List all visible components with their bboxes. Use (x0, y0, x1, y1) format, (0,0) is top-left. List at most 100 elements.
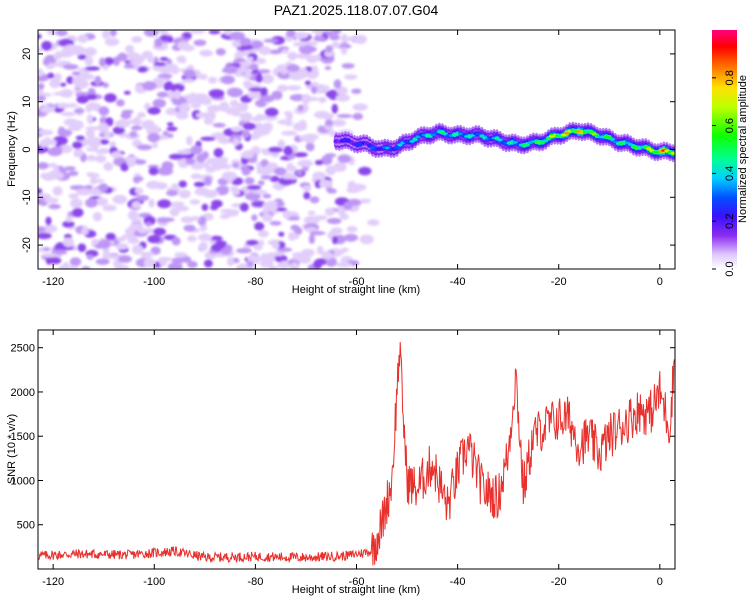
noise-cell (312, 82, 319, 87)
noise-cell (161, 161, 174, 171)
noise-cell (110, 151, 123, 159)
noise-cell (293, 152, 308, 158)
signal-cell (591, 132, 597, 136)
noise-cell (103, 162, 114, 171)
spectrogram-ytick-label: 10 (21, 96, 33, 108)
colorbar-gradient (712, 30, 737, 269)
noise-cell (63, 44, 79, 53)
signal-cell (412, 138, 418, 141)
noise-cell (169, 207, 180, 217)
noise-cell (293, 41, 307, 47)
noise-cell (196, 154, 206, 163)
noise-cell (301, 248, 315, 257)
noise-cell (179, 103, 191, 113)
noise-cell (236, 263, 251, 269)
noise-cell (116, 99, 125, 107)
noise-cell (347, 180, 357, 190)
colorbar-tick-label: 0.8 (724, 70, 736, 85)
noise-cell (304, 133, 316, 144)
noise-cell (324, 153, 337, 158)
noise-cell (94, 154, 107, 163)
noise-cell (343, 233, 358, 242)
noise-cell (95, 258, 110, 265)
noise-cell (241, 130, 250, 139)
noise-cell (331, 41, 341, 49)
noise-cell (198, 233, 212, 242)
noise-cell (69, 257, 82, 267)
noise-cell (313, 35, 326, 42)
noise-cell (333, 162, 347, 173)
snr-xtick-label: 0 (657, 576, 663, 588)
noise-cell (85, 129, 95, 138)
noise-cell (60, 82, 67, 87)
noise-cell (53, 166, 60, 175)
noise-cell (189, 92, 197, 100)
noise-cell (189, 199, 201, 205)
noise-cell (48, 204, 61, 210)
noise-cell (105, 232, 116, 241)
noise-cell (254, 222, 265, 231)
noise-cell (38, 232, 52, 240)
noise-cell (84, 56, 94, 66)
noise-cell (194, 187, 210, 196)
noise-cell (337, 249, 346, 255)
noise-cell (122, 233, 138, 239)
noise-cell (223, 65, 238, 74)
noise-cell (58, 264, 69, 269)
noise-cell (76, 95, 89, 104)
noise-cell (257, 69, 271, 74)
noise-cell (296, 170, 303, 176)
noise-cell (84, 47, 97, 57)
signal-cell (564, 131, 570, 135)
noise-cell (44, 137, 52, 147)
noise-cell (190, 173, 202, 180)
noise-cell (318, 96, 327, 104)
noise-cell (72, 120, 84, 130)
noise-cell (341, 63, 355, 69)
noise-cell (41, 40, 53, 51)
noise-cell (260, 253, 268, 263)
noise-cell (270, 151, 280, 158)
noise-cell (252, 128, 263, 138)
noise-cell (217, 137, 233, 144)
noise-cell (158, 30, 169, 34)
noise-cell (281, 130, 298, 136)
spectrogram-xtick-label: -80 (247, 276, 263, 288)
signal-cell (609, 138, 615, 141)
noise-cell (232, 137, 240, 146)
noise-cell (337, 154, 352, 164)
noise-cell (235, 50, 252, 57)
noise-cell (152, 98, 167, 108)
noise-cell (324, 207, 335, 216)
noise-cell (257, 180, 265, 186)
noise-cell (190, 103, 201, 109)
noise-cell (117, 52, 128, 62)
signal-cell (409, 140, 415, 143)
noise-cell (232, 189, 241, 196)
noise-cell (263, 38, 279, 43)
noise-cell (85, 126, 101, 131)
noise-cell (260, 87, 268, 97)
noise-cell (77, 243, 87, 252)
noise-cell (267, 256, 276, 262)
noise-cell (38, 95, 46, 102)
noise-cell (51, 249, 68, 255)
colorbar-tick-label: 0.2 (724, 214, 736, 229)
noise-cell (258, 46, 271, 55)
noise-cell (86, 114, 94, 124)
noise-cell (38, 129, 54, 136)
noise-cell (242, 122, 257, 130)
noise-cell (94, 75, 102, 86)
noise-cell (189, 30, 206, 34)
noise-cell (264, 107, 279, 117)
noise-cell (45, 62, 59, 67)
noise-cell (166, 35, 174, 43)
noise-cell (236, 103, 249, 112)
noise-cell (280, 260, 288, 269)
noise-cell (87, 172, 100, 179)
noise-cell (147, 132, 161, 143)
noise-cell (236, 248, 252, 254)
noise-cell (121, 109, 134, 114)
noise-cell (72, 76, 83, 85)
